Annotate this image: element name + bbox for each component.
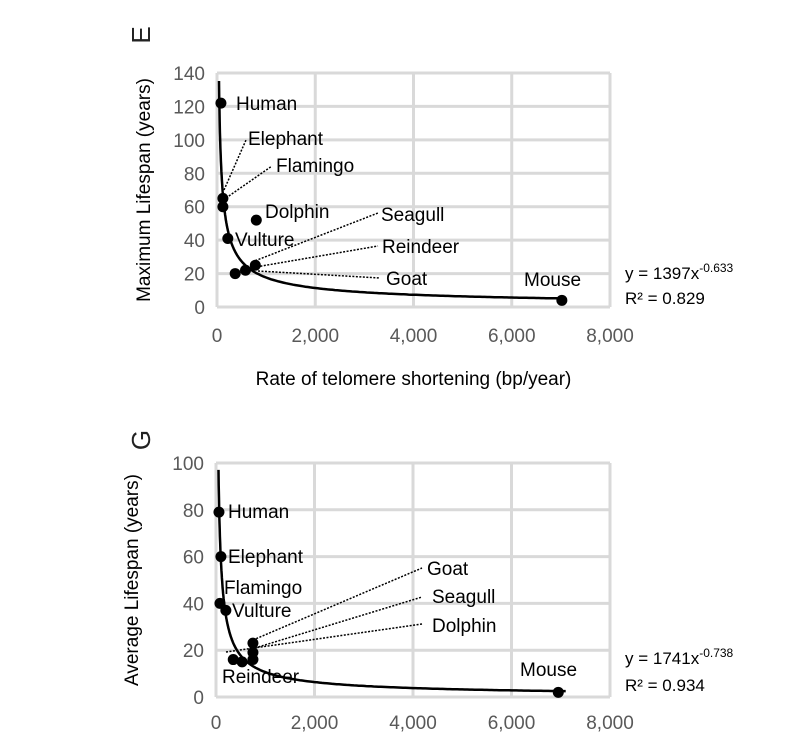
panel-e-x-tick-label: 8,000 — [586, 326, 634, 347]
panel-g-y-tick-label: 0 — [193, 688, 204, 709]
panel-e-data-point-human — [215, 97, 227, 109]
panel-g-data-point — [236, 656, 248, 668]
panel-e-point-label: Mouse — [524, 270, 581, 291]
panel-e-point-label: Reindeer — [382, 237, 460, 258]
panel-g-r-squared: R² = 0.934 — [625, 676, 705, 695]
panel-e-y-tick-label: 80 — [184, 164, 205, 185]
panel-e-data-point-goat — [229, 268, 241, 280]
panel-e-point-label: Seagull — [381, 205, 444, 226]
panel-e-data-point-vulture — [222, 232, 234, 244]
panel-e-y-axis-label: Maximum Lifespan (years) — [134, 78, 155, 302]
panel-g-point-label: Seagull — [432, 587, 495, 608]
panel-g-point-label: Reindeer — [222, 667, 300, 688]
panel-e-data-point-flamingo — [217, 201, 229, 213]
panel-e-point-label: Human — [236, 94, 297, 115]
panel-e-x-tick-label: 6,000 — [488, 326, 536, 347]
panel-e-data-point-dolphin — [250, 214, 262, 226]
panel-e-y-tick-label: 20 — [184, 265, 205, 286]
panel-e-y-tick-label: 0 — [194, 298, 205, 319]
panel-e-data-point-mouse — [556, 294, 568, 306]
panel-g-data-point-goat — [247, 637, 259, 649]
panel-g-y-tick-label: 80 — [183, 501, 204, 522]
panel-e-point-label: Goat — [386, 269, 428, 290]
panel-e-leader-line — [257, 270, 381, 279]
panel-e-y-tick-label: 100 — [173, 131, 205, 152]
panel-g-data-point-elephant — [215, 551, 227, 563]
panel-e-equation: y = 1397x-0.633 — [625, 261, 734, 283]
panel-e-x-tick-label: 4,000 — [390, 326, 438, 347]
panel-g-equation: y = 1741x-0.738 — [625, 646, 734, 668]
panel-e-x-axis-label: Rate of telomere shortening (bp/year) — [256, 369, 572, 390]
panel-e-data-point-elephant — [217, 192, 229, 204]
panel-g-x-tick-label: 4,000 — [389, 713, 437, 734]
panel-e-y-tick-label: 40 — [184, 231, 205, 252]
panel-g-x-tick-label: 2,000 — [291, 713, 339, 734]
panel-g-point-label: Goat — [427, 559, 469, 580]
panel-e-leader-line — [223, 139, 247, 191]
panel-g-data-point-reindeer — [227, 654, 239, 666]
panel-g-data-point-vulture — [220, 604, 232, 616]
panel-g-y-tick-label: 100 — [172, 454, 204, 475]
panel-g-y-tick-label: 20 — [183, 641, 204, 662]
panel-g-leader-line — [225, 623, 423, 653]
panel-g-leader-line — [252, 567, 423, 641]
panel-g-x-tick-label: 0 — [211, 713, 222, 734]
panel-e-x-tick-label: 2,000 — [291, 326, 339, 347]
panel-e-x-tick-label: 0 — [212, 326, 223, 347]
panel-e-data-point-reindeer — [239, 264, 251, 276]
panel-g-y-axis-label: Average Lifespan (years) — [122, 474, 143, 686]
panel-e-y-tick-label: 60 — [184, 198, 205, 219]
panel-g-point-label: Dolphin — [432, 616, 496, 637]
panel-g-data-point-dolphin — [247, 654, 259, 666]
panel-g-x-tick-label: 6,000 — [488, 713, 536, 734]
panel-g-x-tick-label: 8,000 — [586, 713, 634, 734]
panel-e-r-squared: R² = 0.829 — [625, 289, 705, 308]
panel-g-point-label: Vulture — [232, 601, 292, 622]
panel-g-data-point-human — [213, 506, 225, 518]
panel-e-point-label: Dolphin — [265, 202, 329, 223]
panel-g-y-tick-label: 60 — [183, 548, 204, 569]
panel-g-label: G — [126, 430, 156, 450]
panel-e-leader-line — [249, 245, 379, 269]
panel-g-point-label: Mouse — [520, 660, 577, 681]
panel-e-label: E — [126, 26, 156, 43]
panel-e-leader-line — [251, 212, 379, 263]
panel-g-point-label: Elephant — [228, 547, 304, 568]
panel-e-leader-line — [225, 165, 273, 199]
panel-g-leader-line — [254, 596, 423, 649]
panel-g-trendline — [217, 469, 566, 693]
panel-g-point-label: Human — [228, 502, 289, 523]
panel-e-y-tick-label: 140 — [173, 64, 205, 85]
panel-e-y-tick-label: 120 — [173, 97, 205, 118]
panel-g-data-point-mouse — [552, 686, 564, 698]
panel-g-point-label: Flamingo — [224, 578, 302, 599]
panel-e-point-label: Vulture — [235, 230, 295, 251]
panel-e-point-label: Elephant — [248, 129, 324, 150]
panel-e-point-label: Flamingo — [276, 156, 354, 177]
panel-e-data-point-seagull — [249, 259, 261, 271]
panel-g-y-tick-label: 40 — [183, 594, 204, 615]
